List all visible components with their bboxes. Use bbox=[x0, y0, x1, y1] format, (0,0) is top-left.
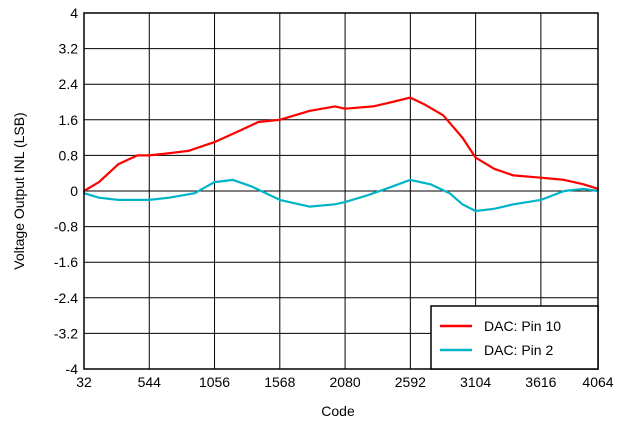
series-layer bbox=[82, 96, 600, 213]
y-tick-label: 1.6 bbox=[59, 112, 79, 128]
x-tick-label: 2592 bbox=[395, 374, 426, 390]
x-tick-label: 32 bbox=[76, 374, 92, 390]
x-axis-label: Code bbox=[321, 403, 355, 419]
y-tick-label: -1.6 bbox=[54, 254, 78, 270]
series-line-pin-10 bbox=[82, 96, 600, 193]
y-tick-label: 2.4 bbox=[59, 76, 79, 92]
x-tick-label: 4064 bbox=[582, 374, 613, 390]
series-line-pin-2 bbox=[82, 178, 600, 213]
y-tick-label: 4 bbox=[70, 5, 78, 21]
y-tick-label: -3.2 bbox=[54, 325, 78, 341]
x-tick-label: 2080 bbox=[330, 374, 361, 390]
y-tick-label: 0 bbox=[70, 183, 78, 199]
y-tick-label: 0.8 bbox=[59, 147, 79, 163]
x-tick-label: 3104 bbox=[460, 374, 491, 390]
legend: DAC: Pin 10 DAC: Pin 2 bbox=[430, 305, 599, 370]
y-tick-label: 3.2 bbox=[59, 41, 79, 57]
y-tick-label: -0.8 bbox=[54, 219, 78, 235]
legend-label-pin-2: DAC: Pin 2 bbox=[484, 342, 553, 358]
y-axis-label: Voltage Output INL (LSB) bbox=[11, 112, 27, 269]
legend-label-pin-10: DAC: Pin 10 bbox=[484, 318, 561, 334]
x-tick-label: 1056 bbox=[199, 374, 230, 390]
y-tick-label: -2.4 bbox=[54, 290, 78, 306]
y-tick-label: -4 bbox=[66, 361, 79, 377]
plot-frame bbox=[83, 12, 599, 370]
y-tick-labels: 4 3.2 2.4 1.6 0.8 0 -0.8 -1.6 -2.4 -3.2 -4 bbox=[54, 5, 78, 377]
x-tick-labels: 32 544 1056 1568 2080 2592 3104 3616 4064 bbox=[76, 374, 614, 390]
x-tick-label: 1568 bbox=[264, 374, 295, 390]
grid bbox=[84, 13, 598, 369]
x-tick-label: 544 bbox=[138, 374, 162, 390]
legend-box bbox=[430, 305, 599, 370]
x-tick-label: 3616 bbox=[525, 374, 556, 390]
